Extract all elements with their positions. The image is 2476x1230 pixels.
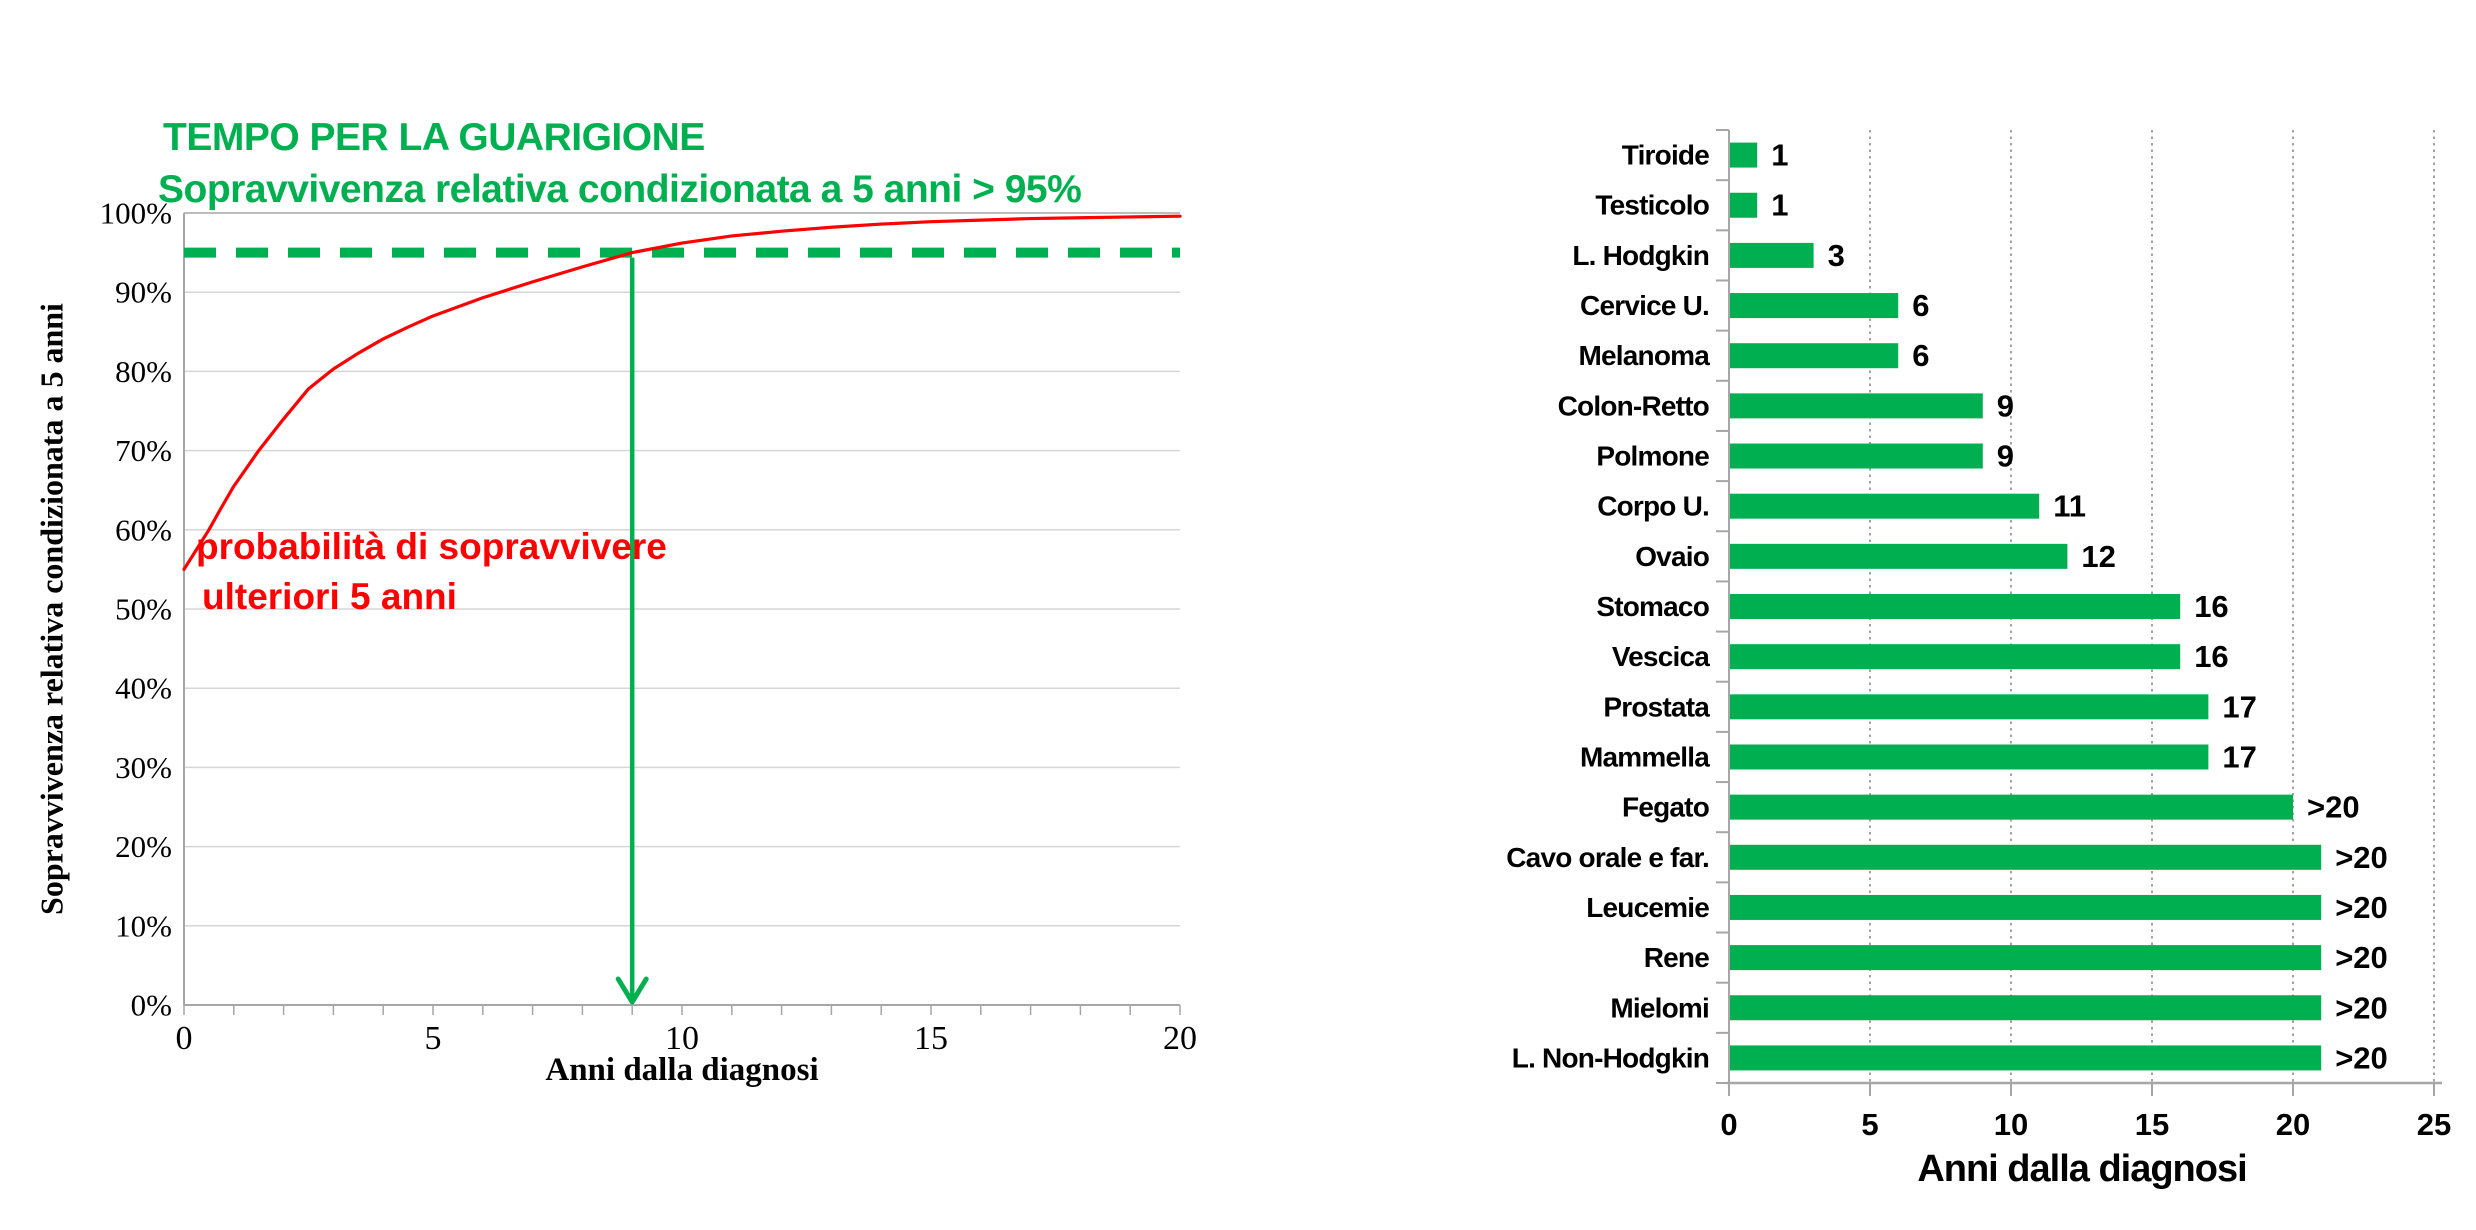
survival-curve <box>182 214 1182 572</box>
y-tick-label: 10% <box>115 908 172 943</box>
category-label: Fegato <box>1622 792 1710 823</box>
x-tick-label: 0 <box>1720 1107 1737 1142</box>
category-label: Leucemie <box>1586 892 1709 923</box>
bar <box>1730 443 1983 469</box>
value-label: 11 <box>2053 489 2086 524</box>
x-tick-label: 5 <box>1861 1107 1878 1142</box>
bar <box>1730 142 1758 168</box>
value-label: 12 <box>2081 539 2115 574</box>
y-tick-label: 60% <box>115 512 172 547</box>
category-label: Testicolo <box>1595 190 1709 221</box>
line-chart: 0% 10% 20% 30% 40% 50% 60% 70% 80% 90% 100% 0 5 10 15 2… <box>33 116 1198 1088</box>
value-label: 9 <box>1997 439 2014 474</box>
y-tick-label: 100% <box>100 196 172 231</box>
category-label: Vescica <box>1612 641 1710 672</box>
y-axis-title: Sopravvivenza relativa condizionata a 5 … <box>33 303 70 915</box>
y-tick-label: 40% <box>115 671 172 706</box>
bar <box>1730 293 1899 319</box>
x-tick-label: 10 <box>1994 1107 2028 1142</box>
x-tick-label: 20 <box>2276 1107 2310 1142</box>
x-tick-label: 5 <box>425 1020 442 1057</box>
value-label: 1 <box>1771 138 1788 173</box>
bar <box>1730 744 2209 770</box>
category-label: Polmone <box>1596 441 1709 472</box>
value-label: 17 <box>2222 689 2256 724</box>
category-label: Ovaio <box>1635 541 1710 572</box>
bar <box>1730 945 2322 971</box>
value-label: 6 <box>1912 338 1929 373</box>
value-label: 1 <box>1771 188 1788 223</box>
category-label: Rene <box>1644 942 1709 973</box>
y-tick-label: 90% <box>115 275 172 310</box>
x-tick-label: 0 <box>176 1020 193 1057</box>
category-label: Melanoma <box>1578 340 1710 371</box>
value-label: >20 <box>2335 840 2388 875</box>
value-label: >20 <box>2335 990 2388 1025</box>
bar <box>1730 794 2293 820</box>
y-tick-label: 50% <box>115 592 172 627</box>
bar <box>1730 894 2322 920</box>
y-tick-label: 0% <box>131 988 172 1023</box>
bar <box>1730 393 1983 419</box>
annotation-line2: ulteriori 5 anni <box>202 576 457 617</box>
x-tick-label: 10 <box>665 1020 699 1057</box>
x-tick-label: 15 <box>914 1020 948 1057</box>
value-label: 6 <box>1912 288 1929 323</box>
category-label: L. Hodgkin <box>1572 240 1709 271</box>
category-label: Corpo U. <box>1597 491 1709 522</box>
annotation-text: probabilità di sopravvivere ulteriori 5 … <box>196 522 667 622</box>
bar <box>1730 1045 2322 1071</box>
bar-chart: 0 5 10 15 20 25 Tiroide 1 Testicolo 1 L. Hodgkin 3 C… <box>1300 0 2476 1230</box>
y-tick-label: 70% <box>115 433 172 468</box>
x-tick-label: 15 <box>2135 1107 2169 1142</box>
category-label: Stomaco <box>1596 591 1709 622</box>
x-axis-title: Anni dalla diagnosi <box>545 1052 819 1088</box>
bar <box>1730 594 2181 619</box>
y-tick-label: 80% <box>115 354 172 389</box>
bar <box>1730 995 2322 1021</box>
bar-chart-plot: 0 5 10 15 20 25 Tiroide 1 Testicolo 1 L. Hodgkin 3 C… <box>1506 129 2451 1142</box>
arrow-head <box>615 976 649 1005</box>
line-chart-plot: 0% 10% 20% 30% 40% 50% 60% 70% 80% 90% 100% 0 5 10 15 2… <box>100 196 1197 1058</box>
bar <box>1730 192 1758 218</box>
value-label: 16 <box>2194 639 2228 674</box>
category-label: Tiroide <box>1622 140 1709 171</box>
value-label: 16 <box>2194 589 2228 624</box>
bar-x-axis-title: Anni dalla diagnosi <box>1917 1148 2247 1190</box>
value-label: 17 <box>2222 739 2256 774</box>
value-label: >20 <box>2307 790 2360 825</box>
bar <box>1730 694 2209 720</box>
bar <box>1730 343 1899 369</box>
category-label: Colon-Retto <box>1558 390 1710 421</box>
bar <box>1730 493 2040 519</box>
chart-title-line2: Sopravvivenza relativa condizionata a 5 … <box>158 168 1082 211</box>
category-label: Mielomi <box>1610 992 1709 1023</box>
category-label: Prostata <box>1603 691 1710 722</box>
value-label: 3 <box>1828 238 1845 273</box>
bar <box>1730 644 2181 670</box>
value-label: 9 <box>1997 388 2014 423</box>
bar <box>1730 242 1814 268</box>
value-label: >20 <box>2335 890 2388 925</box>
chart-title-line1: TEMPO PER LA GUARIGIONE <box>163 116 705 159</box>
category-label: Mammella <box>1580 741 1710 772</box>
value-label: >20 <box>2335 1040 2388 1075</box>
y-tick-label: 20% <box>115 829 172 864</box>
x-tick-label: 25 <box>2417 1107 2451 1142</box>
category-label: L. Non-Hodgkin <box>1512 1042 1709 1073</box>
category-label: Cervice U. <box>1580 290 1709 321</box>
value-label: >20 <box>2335 940 2388 975</box>
bar <box>1730 543 2068 569</box>
category-label: Cavo orale e far. <box>1506 842 1709 873</box>
annotation-line1: probabilità di sopravvivere <box>196 526 667 567</box>
bar <box>1730 844 2322 870</box>
y-tick-label: 30% <box>115 750 172 785</box>
x-tick-label: 20 <box>1163 1020 1197 1057</box>
